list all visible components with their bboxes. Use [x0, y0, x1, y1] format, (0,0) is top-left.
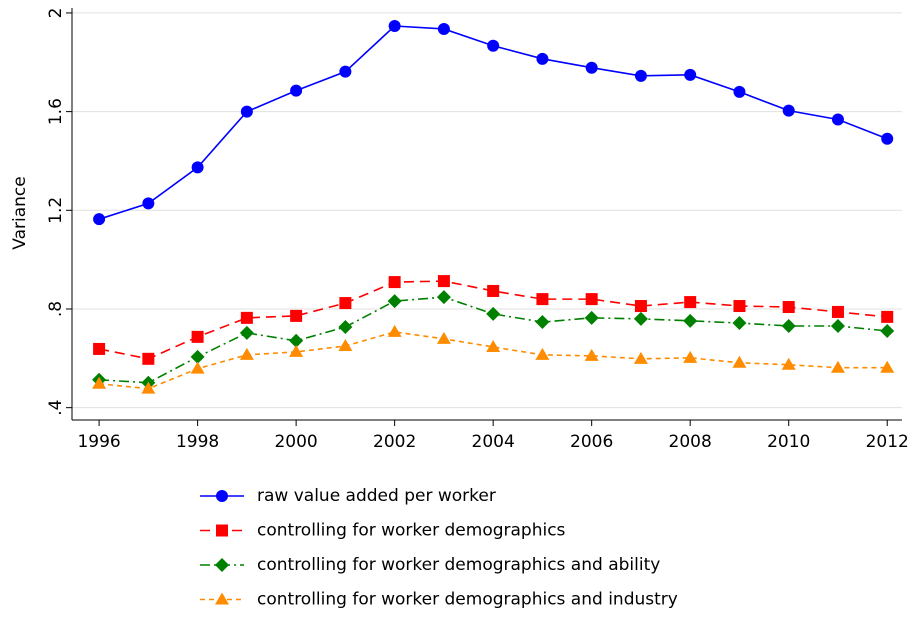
- marker: [782, 301, 795, 314]
- marker: [190, 349, 205, 364]
- marker: [831, 305, 844, 318]
- x-tick-label: 1998: [176, 432, 219, 452]
- marker: [633, 311, 648, 326]
- marker: [535, 347, 550, 360]
- marker: [683, 350, 698, 363]
- x-tick-label: 2012: [866, 432, 909, 452]
- marker: [584, 348, 599, 361]
- marker: [289, 333, 304, 348]
- marker: [437, 275, 450, 288]
- marker: [880, 360, 895, 373]
- y-tick-label: .8: [46, 301, 66, 317]
- marker: [880, 323, 895, 338]
- y-tick-label: 1.6: [46, 98, 66, 125]
- marker: [683, 313, 698, 328]
- y-tick-label: 1.2: [46, 197, 66, 224]
- marker: [388, 276, 401, 289]
- marker: [733, 85, 746, 98]
- series-line: [99, 331, 888, 390]
- x-tick-label: 2008: [669, 432, 712, 452]
- x-tick-label: 2010: [767, 432, 810, 452]
- marker: [830, 319, 845, 334]
- x-tick-label: 2004: [472, 432, 515, 452]
- marker: [142, 352, 155, 365]
- marker: [733, 300, 746, 313]
- marker: [633, 351, 648, 364]
- marker: [239, 347, 254, 360]
- marker: [437, 22, 450, 35]
- series-line: [98, 280, 888, 360]
- marker: [240, 311, 253, 324]
- marker: [830, 360, 845, 373]
- marker: [290, 84, 303, 97]
- y-axis-label: Variance: [10, 176, 30, 249]
- marker: [339, 297, 352, 310]
- marker: [535, 315, 550, 330]
- legend-label: controlling for worker demographics and …: [257, 590, 678, 610]
- marker: [239, 325, 254, 340]
- marker: [781, 319, 796, 334]
- marker: [732, 355, 747, 368]
- marker: [487, 284, 500, 297]
- marker: [881, 310, 894, 323]
- x-tick-label: 1996: [77, 432, 120, 452]
- marker: [781, 357, 796, 370]
- marker: [881, 132, 894, 145]
- legend-label: raw value added per worker: [257, 486, 496, 506]
- marker: [216, 490, 228, 502]
- marker: [215, 592, 229, 605]
- marker: [290, 309, 303, 322]
- marker: [387, 324, 402, 337]
- marker: [585, 61, 598, 74]
- marker: [141, 381, 156, 394]
- marker: [585, 293, 598, 306]
- marker: [584, 310, 599, 325]
- marker: [831, 113, 844, 126]
- marker: [240, 105, 253, 118]
- y-tick-label: .4: [46, 400, 66, 416]
- marker: [142, 197, 155, 210]
- marker: [289, 344, 304, 357]
- x-tick-label: 2006: [570, 432, 613, 452]
- marker: [684, 68, 697, 81]
- marker: [782, 104, 795, 117]
- marker: [536, 52, 549, 65]
- series-line: [98, 25, 888, 220]
- marker: [215, 558, 229, 572]
- x-tick-label: 2002: [373, 432, 416, 452]
- marker: [92, 376, 107, 389]
- legend-label: controlling for worker demographics and …: [257, 555, 660, 575]
- marker: [338, 338, 353, 351]
- marker: [436, 331, 451, 344]
- marker: [191, 330, 204, 343]
- marker: [338, 319, 353, 334]
- marker: [191, 161, 204, 174]
- marker: [190, 361, 205, 374]
- marker: [634, 300, 647, 313]
- marker: [536, 293, 549, 306]
- marker: [436, 290, 451, 305]
- marker: [487, 39, 500, 52]
- y-tick-label: 2: [46, 8, 66, 19]
- x-tick-label: 2000: [274, 432, 317, 452]
- marker: [387, 294, 402, 309]
- marker: [486, 306, 501, 321]
- legend-label: controlling for worker demographics: [257, 521, 566, 541]
- marker: [93, 213, 106, 226]
- marker: [216, 524, 228, 537]
- marker: [486, 339, 501, 352]
- marker: [684, 296, 697, 309]
- series-line: [99, 296, 888, 384]
- marker: [339, 65, 352, 78]
- marker: [732, 316, 747, 331]
- marker: [388, 20, 401, 33]
- marker: [93, 342, 106, 355]
- marker: [634, 69, 647, 82]
